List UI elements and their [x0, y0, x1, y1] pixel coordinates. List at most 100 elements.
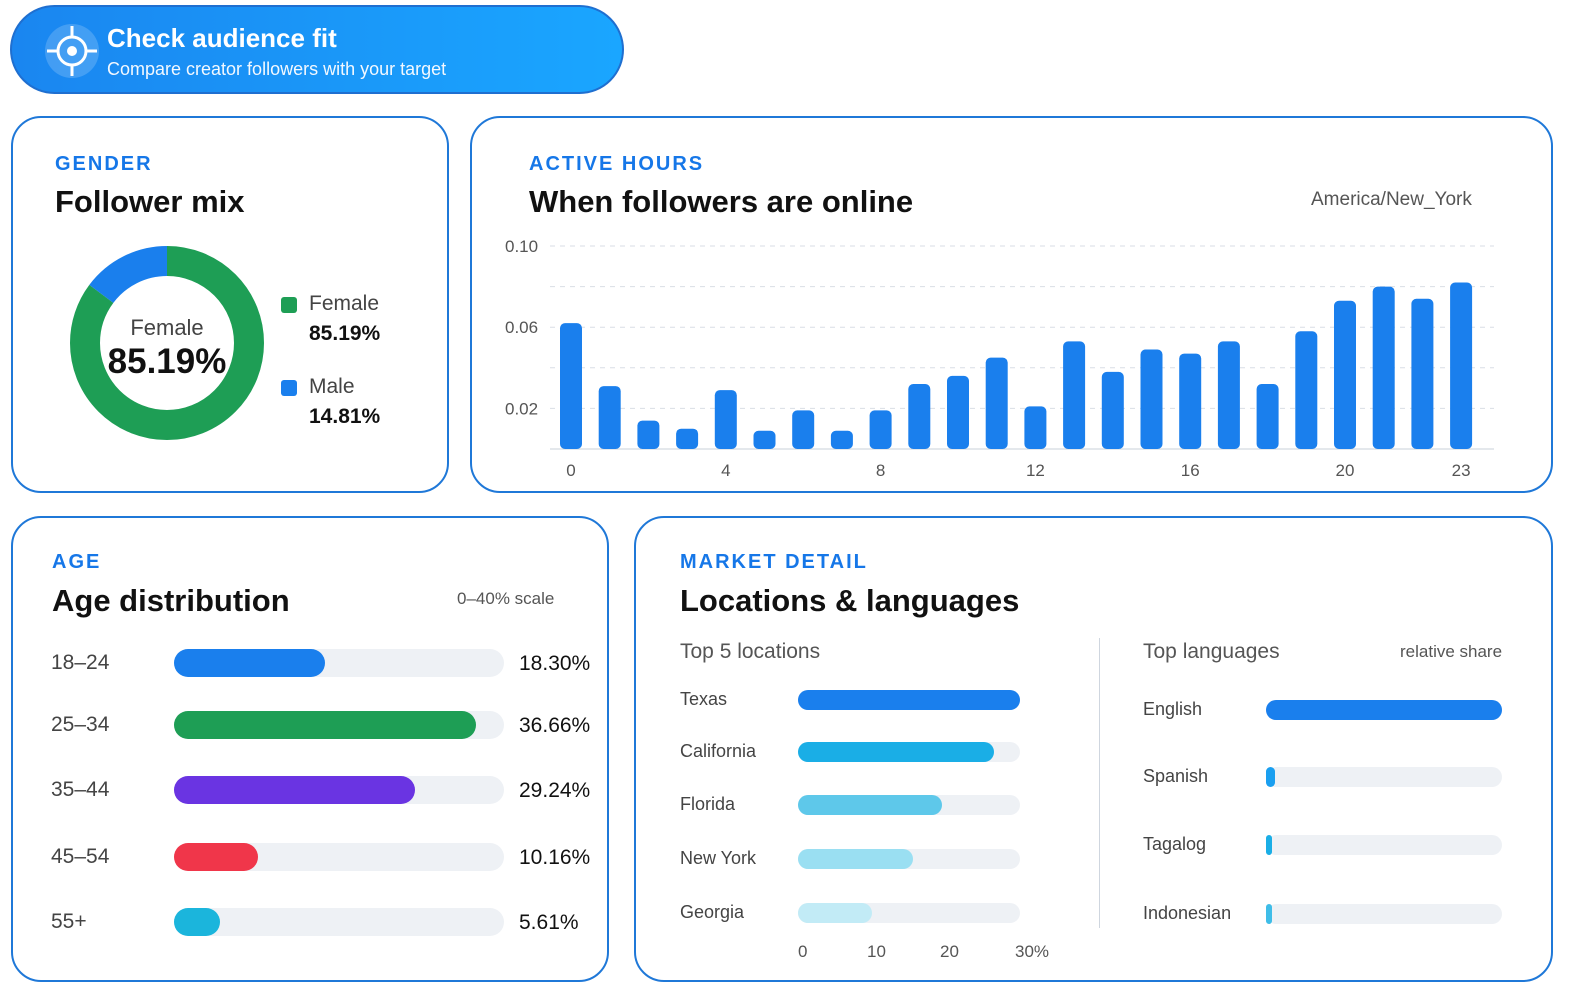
age-bar-track [174, 711, 504, 739]
age-label: 55+ [51, 910, 87, 933]
x-tick-label: 8 [876, 461, 885, 480]
location-bar-track [798, 742, 1020, 762]
market-eyebrow: MARKET DETAIL [680, 551, 868, 573]
donut-slice-male [70, 246, 264, 440]
age-bar-fill [174, 776, 416, 804]
hour-bar [1024, 406, 1047, 449]
hour-bar [598, 386, 621, 449]
active-hours-chart: 0.10 0.06 0.02 0 4 8 12 16 20 23 [505, 237, 1494, 480]
age-bar-fill [174, 649, 325, 677]
age-bar-fill [174, 711, 477, 739]
hour-bar [985, 357, 1008, 449]
languages-heading: Top languages [1143, 640, 1280, 663]
location-bar-fill [798, 903, 872, 923]
age-bar-track [174, 776, 504, 804]
hour-bar [908, 384, 931, 449]
x-tick-label: 23 [1452, 461, 1471, 480]
header-title: Check audience fit [107, 23, 337, 53]
hour-bar [830, 430, 853, 449]
location-axis-tick: 20 [940, 942, 959, 961]
x-tick-label: 12 [1026, 461, 1045, 480]
hour-bar [637, 420, 660, 449]
age-bar-track [174, 649, 504, 677]
active-hours-title: When followers are online [529, 184, 914, 219]
active-hours-eyebrow: ACTIVE HOURS [529, 153, 705, 175]
age-label: 25–34 [51, 713, 110, 736]
header-subtitle: Compare creator followers with your targ… [107, 59, 447, 79]
age-value: 5.61% [519, 911, 579, 934]
hour-bar [1334, 300, 1356, 449]
location-label: Florida [680, 794, 736, 814]
hour-bar [1372, 286, 1395, 449]
hour-bar [714, 390, 737, 449]
hour-bar [1411, 298, 1434, 449]
hour-bar [947, 375, 969, 449]
language-bar-fill [1266, 835, 1272, 855]
age-card: AGE Age distribution 0–40% scale 18–24 18… [11, 516, 609, 982]
hour-bar [1295, 331, 1318, 449]
x-tick-label: 20 [1336, 461, 1355, 480]
gender-donut [70, 246, 264, 440]
location-label: California [680, 741, 757, 761]
hour-bar [1179, 353, 1202, 449]
age-label: 45–54 [51, 845, 110, 868]
hour-bar [560, 323, 582, 449]
age-eyebrow: AGE [52, 551, 102, 573]
location-bar-track [798, 903, 1020, 923]
hour-bar [1140, 349, 1163, 449]
language-label: Indonesian [1143, 903, 1232, 923]
age-value: 36.66% [519, 714, 591, 737]
audience-fit-header[interactable]: Check audience fit Compare creator follo… [10, 5, 624, 94]
age-value: 18.30% [519, 652, 591, 675]
legend-male-label: Male [309, 375, 355, 398]
donut-center-value: 85.19% [107, 342, 227, 381]
location-label: Texas [680, 689, 728, 709]
legend-male-value: 14.81% [309, 405, 381, 428]
age-bar-track [174, 908, 504, 936]
language-label: Tagalog [1143, 834, 1207, 854]
age-label: 18–24 [51, 651, 110, 674]
hour-bar [792, 410, 815, 449]
location-bar-track [798, 690, 1020, 710]
legend-female-label: Female [309, 292, 380, 315]
location-axis-tick: 30% [1015, 942, 1050, 961]
languages-note: relative share [1400, 642, 1503, 661]
gender-eyebrow: GENDER [55, 153, 153, 175]
language-label: English [1143, 699, 1203, 719]
legend-male-swatch [281, 380, 297, 396]
gender-title: Follower mix [55, 184, 245, 219]
market-title: Locations & languages [680, 583, 1020, 618]
hour-bar [676, 428, 699, 449]
y-tick-label: 0.06 [505, 318, 538, 337]
age-scale-note: 0–40% scale [457, 589, 555, 608]
gender-card: GENDER Follower mix Female 85.19% Female… [11, 116, 449, 493]
language-bar-fill [1266, 904, 1272, 924]
language-bar-track [1266, 767, 1502, 787]
location-label: Georgia [680, 902, 745, 922]
hour-bar [1217, 341, 1240, 449]
language-bar-fill [1266, 767, 1276, 787]
location-label: New York [680, 848, 757, 868]
y-tick-label: 0.02 [505, 399, 538, 418]
location-bar-fill [798, 849, 913, 869]
locations-heading: Top 5 locations [680, 640, 821, 663]
market-card: MARKET DETAIL Locations & languages Top … [634, 516, 1553, 982]
market-divider [1099, 638, 1100, 928]
legend-female-value: 85.19% [309, 322, 381, 345]
language-bar-track [1266, 700, 1502, 720]
legend-female-swatch [281, 297, 297, 313]
hour-bar [1450, 282, 1473, 449]
age-bar-track [174, 843, 504, 871]
location-axis-tick: 0 [798, 942, 808, 961]
language-label: Spanish [1143, 766, 1209, 786]
age-bar-fill [174, 843, 258, 871]
hour-bar [1063, 341, 1086, 449]
active-hours-card: ACTIVE HOURS When followers are online A… [470, 116, 1553, 493]
hour-bar [1101, 371, 1124, 449]
x-tick-label: 4 [721, 461, 730, 480]
location-bar-track [798, 849, 1020, 869]
location-bar-fill [798, 795, 943, 815]
x-tick-label: 16 [1181, 461, 1200, 480]
hour-bar [753, 430, 776, 449]
location-bar-track [798, 795, 1020, 815]
